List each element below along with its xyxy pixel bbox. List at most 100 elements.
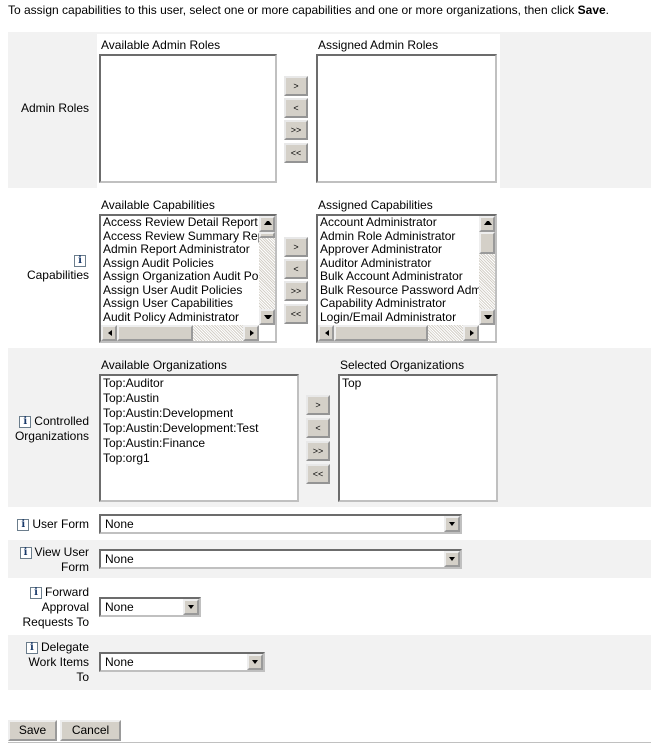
capabilities-remove-all-button[interactable]: << bbox=[284, 304, 308, 324]
available-admin-roles-header: Available Admin Roles bbox=[101, 38, 221, 52]
scroll-thumb[interactable] bbox=[334, 325, 428, 341]
list-item[interactable]: Assign User Capabilities bbox=[103, 296, 234, 310]
cancel-button[interactable]: Cancel bbox=[60, 720, 121, 741]
scroll-right-button[interactable] bbox=[243, 325, 259, 341]
available-capabilities-header: Available Capabilities bbox=[101, 198, 215, 212]
capabilities-label-text: Capabilities bbox=[26, 268, 89, 282]
info-icon[interactable]: i bbox=[25, 642, 38, 654]
organizations-remove-all-button[interactable]: << bbox=[306, 464, 330, 484]
list-item[interactable]: Approver Administrator bbox=[320, 242, 443, 256]
selected-organizations-header: Selected Organizations bbox=[340, 358, 465, 372]
selected-value: None bbox=[105, 600, 134, 614]
list-item[interactable]: Login/Email Administrator bbox=[320, 309, 457, 324]
list-item[interactable]: Assign Organization Audit Policies bbox=[103, 269, 259, 283]
info-icon[interactable]: i bbox=[29, 587, 42, 599]
list-item[interactable]: Capability Administrator bbox=[320, 296, 447, 310]
dropdown-button[interactable] bbox=[247, 654, 263, 670]
list-item[interactable]: Assign User Audit Policies bbox=[103, 282, 243, 297]
list-item[interactable]: Top:Austin:Development bbox=[103, 406, 234, 420]
list-item[interactable]: Admin Role Administrator bbox=[320, 228, 456, 243]
label-line: View User bbox=[34, 545, 89, 559]
horizontal-scrollbar[interactable] bbox=[101, 325, 259, 341]
dropdown-button[interactable] bbox=[444, 516, 460, 532]
list-item[interactable]: Bulk Resource Password Administrator bbox=[320, 282, 479, 297]
available-organizations-header: Available Organizations bbox=[101, 358, 227, 372]
organizations-remove-button[interactable]: < bbox=[306, 418, 330, 438]
vertical-scrollbar[interactable] bbox=[479, 216, 495, 325]
view-user-form-label: i View User bbox=[19, 545, 89, 560]
scroll-down-button[interactable] bbox=[479, 309, 495, 325]
scroll-down-button[interactable] bbox=[259, 309, 275, 325]
admin-roles-add-button[interactable]: > bbox=[284, 76, 308, 96]
available-organizations-list[interactable]: Top:Auditor Top:Austin Top:Austin:Develo… bbox=[99, 374, 299, 502]
forward-approval-select[interactable]: None bbox=[99, 597, 201, 617]
admin-roles-label: Admin Roles bbox=[20, 101, 89, 115]
delegate-label: i Delegate bbox=[25, 640, 89, 655]
list-item[interactable]: Top:Austin:Finance bbox=[103, 436, 206, 450]
admin-roles-remove-button[interactable]: < bbox=[284, 98, 308, 118]
label-line: User Form bbox=[32, 517, 89, 531]
chevron-down-icon bbox=[449, 522, 455, 526]
info-icon[interactable]: i bbox=[17, 519, 30, 531]
list-item[interactable]: Top:org1 bbox=[103, 451, 150, 465]
scroll-left-button[interactable] bbox=[318, 325, 334, 341]
list-item[interactable]: Access Review Summary Report bbox=[103, 228, 259, 243]
capabilities-remove-button[interactable]: < bbox=[284, 259, 308, 279]
list-item[interactable]: Top:Austin:Development:Test bbox=[103, 421, 259, 435]
info-icon[interactable]: i bbox=[74, 255, 86, 267]
list-item[interactable]: Top:Auditor bbox=[103, 376, 164, 390]
list-item[interactable]: Top:Austin bbox=[103, 391, 160, 405]
organizations-add-button[interactable]: > bbox=[306, 395, 330, 415]
user-form-label: i User Form bbox=[17, 517, 89, 532]
list-item[interactable]: Account Administrator bbox=[320, 216, 437, 229]
list-item[interactable]: Admin Report Administrator bbox=[103, 242, 250, 256]
delegate-label-2: Work Items bbox=[28, 655, 89, 669]
info-icon[interactable]: i bbox=[19, 416, 32, 428]
dropdown-button[interactable] bbox=[183, 599, 199, 615]
scroll-left-button[interactable] bbox=[101, 325, 117, 341]
instructions-save: Save bbox=[577, 3, 606, 17]
list-item[interactable]: Access Review Detail Report bbox=[103, 216, 258, 229]
admin-roles-remove-all-button[interactable]: << bbox=[284, 143, 308, 163]
scroll-down-icon bbox=[484, 315, 492, 319]
available-capabilities-list[interactable]: Access Review Detail Report Access Revie… bbox=[99, 214, 277, 343]
organizations-add-all-button[interactable]: >> bbox=[306, 441, 330, 461]
assigned-capabilities-header: Assigned Capabilities bbox=[318, 198, 433, 212]
scroll-thumb[interactable] bbox=[259, 232, 275, 238]
scroll-thumb[interactable] bbox=[117, 325, 193, 341]
delegate-label-3: To bbox=[76, 670, 89, 684]
assigned-capabilities-list[interactable]: Account Administrator Admin Role Adminis… bbox=[316, 214, 497, 343]
view-user-form-select[interactable]: None bbox=[99, 549, 462, 569]
divider bbox=[8, 742, 651, 743]
horizontal-scrollbar[interactable] bbox=[318, 325, 479, 341]
dropdown-button[interactable] bbox=[444, 551, 460, 567]
list-item[interactable]: Bulk Account Administrator bbox=[320, 269, 463, 283]
capabilities-add-all-button[interactable]: >> bbox=[284, 281, 308, 301]
scroll-up-button[interactable] bbox=[479, 216, 495, 232]
scroll-thumb[interactable] bbox=[479, 232, 495, 254]
admin-roles-add-all-button[interactable]: >> bbox=[284, 120, 308, 140]
info-icon[interactable]: i bbox=[19, 547, 32, 559]
selected-organizations-list[interactable]: Top bbox=[338, 374, 498, 502]
list-item[interactable]: Top bbox=[342, 376, 362, 390]
delegate-select[interactable]: None bbox=[99, 652, 265, 672]
label-line: Controlled bbox=[34, 414, 89, 428]
list-item[interactable]: Assign Audit Policies bbox=[103, 255, 214, 270]
label-line: Delegate bbox=[40, 640, 89, 654]
assigned-admin-roles-header: Assigned Admin Roles bbox=[318, 38, 439, 52]
vertical-scrollbar[interactable] bbox=[259, 216, 275, 325]
scroll-right-button[interactable] bbox=[463, 325, 479, 341]
available-admin-roles-list[interactable] bbox=[99, 54, 277, 183]
save-button[interactable]: Save bbox=[8, 720, 57, 741]
view-user-form-label-2: Form bbox=[61, 560, 89, 574]
list-item[interactable]: Audit Policy Administrator bbox=[103, 309, 240, 324]
assigned-admin-roles-list[interactable] bbox=[316, 54, 497, 183]
scroll-left-icon bbox=[106, 330, 112, 336]
forward-approval-label-3: Requests To bbox=[22, 615, 90, 629]
controlled-organizations-label: i Controlled bbox=[19, 414, 89, 429]
instructions: To assign capabilities to this user, sel… bbox=[8, 3, 609, 17]
user-form-select[interactable]: None bbox=[99, 514, 462, 534]
capabilities-add-button[interactable]: > bbox=[284, 237, 308, 257]
list-item[interactable]: Auditor Administrator bbox=[320, 255, 432, 270]
scroll-up-button[interactable] bbox=[259, 216, 275, 232]
